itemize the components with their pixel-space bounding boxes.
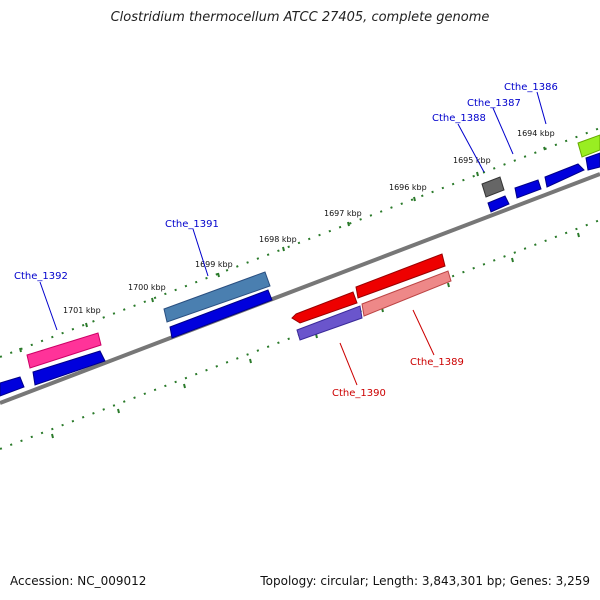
gene-cthe-1387[interactable] xyxy=(544,163,585,188)
tick-label-1701: 1701 kbp xyxy=(63,306,101,315)
genome-summary-text: Topology: circular; Length: 3,843,301 bp… xyxy=(260,574,590,588)
genome-backbone xyxy=(0,172,600,405)
major-tick xyxy=(447,282,450,288)
leader-cthe-1391 xyxy=(192,228,209,277)
major-tick xyxy=(543,146,546,151)
gene-right-edge[interactable] xyxy=(585,152,600,171)
major-tick xyxy=(85,322,88,328)
leader-cthe-1390 xyxy=(339,342,358,386)
major-tick xyxy=(511,257,514,263)
major-tick xyxy=(249,358,252,364)
gene-cthe-1386[interactable] xyxy=(577,134,600,158)
gene-cthe-1390[interactable] xyxy=(291,291,358,324)
major-tick xyxy=(19,347,22,353)
gene-cthe-1391-b[interactable] xyxy=(169,289,273,339)
label-cthe-1391: Cthe_1391 xyxy=(165,219,219,230)
label-cthe-1387: Cthe_1387 xyxy=(467,98,521,109)
tick-label-1696: 1696 kbp xyxy=(389,183,427,192)
gene-cthe-1389-b[interactable] xyxy=(361,270,452,317)
major-tick xyxy=(347,221,350,227)
gene-cthe-1391[interactable] xyxy=(163,271,271,323)
gene-cthe-1388-c[interactable] xyxy=(487,195,510,213)
gene-left-edge[interactable] xyxy=(0,376,25,397)
leader-cthe-1388 xyxy=(457,123,485,173)
label-cthe-1386: Cthe_1386 xyxy=(504,82,558,93)
gene-cthe-1390-b[interactable] xyxy=(296,305,363,341)
label-cthe-1390: Cthe_1390 xyxy=(332,388,386,399)
major-tick xyxy=(151,297,154,303)
label-cthe-1392: Cthe_1392 xyxy=(14,271,68,282)
leader-cthe-1387 xyxy=(492,107,514,155)
major-tick xyxy=(413,196,416,202)
major-tick xyxy=(51,433,54,439)
gene-cthe-1388-b[interactable] xyxy=(481,176,505,198)
major-tick xyxy=(117,408,120,414)
tick-label-1695: 1695 kbp xyxy=(453,156,491,165)
major-tick xyxy=(476,171,479,177)
gene-cthe-1392-b[interactable] xyxy=(32,350,106,386)
major-tick xyxy=(282,246,285,252)
tick-label-1698: 1698 kbp xyxy=(259,235,297,244)
label-cthe-1389: Cthe_1389 xyxy=(410,357,464,368)
tick-label-1694: 1694 kbp xyxy=(517,129,555,138)
tick-label-1697: 1697 kbp xyxy=(324,209,362,218)
label-cthe-1388: Cthe_1388 xyxy=(432,113,486,124)
leader-cthe-1392 xyxy=(39,281,58,331)
major-tick xyxy=(217,272,220,278)
gene-cthe-1392[interactable] xyxy=(26,332,102,369)
forward-genes xyxy=(0,134,600,397)
tick-label-1699: 1699 kbp xyxy=(195,260,233,269)
tick-label-1700: 1700 kbp xyxy=(128,283,166,292)
gene-cthe-1389[interactable] xyxy=(355,253,446,299)
leader-cthe-1389 xyxy=(412,309,435,356)
accession-text: Accession: NC_009012 xyxy=(10,574,147,588)
major-tick xyxy=(577,232,580,238)
reverse-genes xyxy=(291,253,452,341)
map-title: Clostridium thermocellum ATCC 27405, com… xyxy=(110,10,490,25)
gene-cthe-1388[interactable] xyxy=(514,179,542,199)
major-tick xyxy=(183,383,186,389)
leader-cthe-1386 xyxy=(536,91,547,125)
